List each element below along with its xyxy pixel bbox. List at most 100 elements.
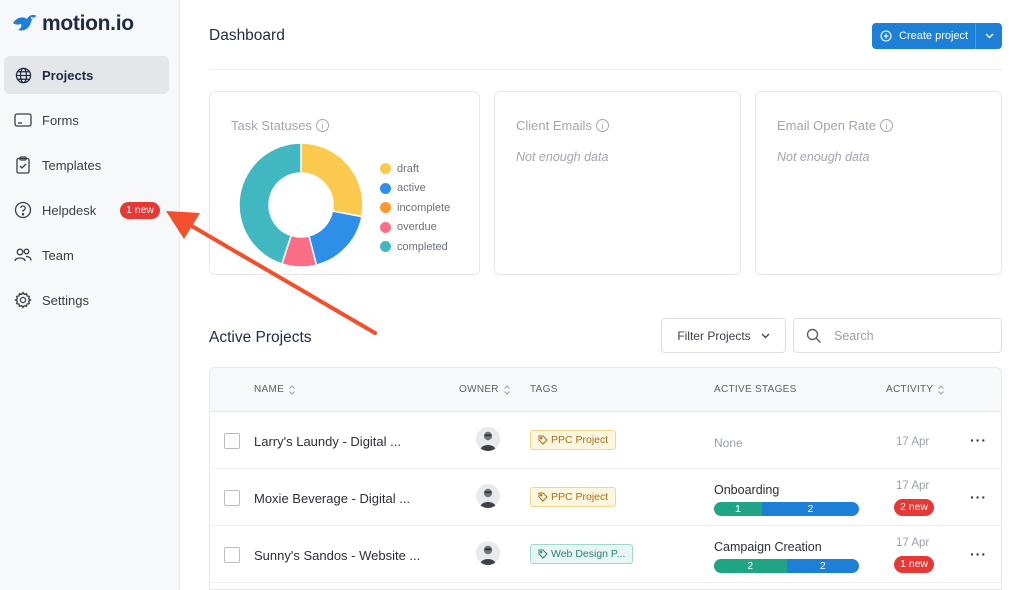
card-title-text: Client Emails: [516, 118, 592, 133]
sidebar-nav: Projects Forms Templates Helpdesk 1 new: [4, 56, 169, 326]
chevron-down-icon: [985, 33, 993, 39]
table-row[interactable]: Larry's Laundy - Digital ... PPC Project…: [210, 412, 1001, 469]
row-checkbox[interactable]: [224, 547, 240, 563]
sidebar-item-label: Templates: [42, 157, 102, 173]
column-label: ACTIVITY: [886, 384, 934, 395]
project-name[interactable]: Moxie Beverage - Digital ...: [254, 491, 411, 506]
info-icon[interactable]: i: [595, 119, 609, 132]
help-circle-icon: [14, 201, 32, 219]
avatar[interactable]: [476, 484, 500, 508]
project-tag[interactable]: PPC Project: [530, 487, 617, 507]
column-label: NAME: [254, 384, 285, 395]
column-label: OWNER: [459, 384, 499, 395]
task-status-donut-chart: [238, 142, 364, 268]
sort-icon: [938, 384, 945, 395]
stage-progress-bar[interactable]: 1 2: [714, 502, 859, 516]
tag-label: PPC Project: [551, 434, 609, 446]
more-options-icon[interactable]: ···: [970, 489, 987, 505]
search-input[interactable]: [834, 328, 984, 343]
table-row[interactable]: Sunny's Sandos - Website ... Web Design …: [210, 526, 1001, 583]
active-projects-title: Active Projects: [209, 329, 312, 346]
more-options-icon[interactable]: ···: [970, 546, 987, 562]
sidebar-item-forms[interactable]: Forms: [4, 101, 169, 139]
row-checkbox[interactable]: [224, 433, 240, 449]
legend-item-overdue[interactable]: overdue: [380, 218, 450, 238]
column-header-owner[interactable]: OWNER: [459, 384, 511, 395]
column-header-active-stages: ACTIVE STAGES: [714, 384, 797, 395]
tag-label: Web Design P...: [551, 548, 626, 560]
create-project-button[interactable]: Create project: [872, 23, 1002, 49]
table-row[interactable]: Moxie Beverage - Digital ... PPC Project…: [210, 469, 1001, 526]
activity-date: 17 Apr: [896, 537, 930, 549]
create-project-dropdown[interactable]: [976, 33, 1002, 39]
tag-icon: [538, 435, 548, 445]
motion-bird-icon: [13, 15, 37, 31]
chevron-down-icon: [761, 333, 770, 338]
column-header-activity[interactable]: ACTIVITY: [886, 384, 945, 395]
sidebar-item-label: Helpdesk: [42, 202, 97, 218]
create-project-main[interactable]: Create project: [872, 23, 976, 49]
legend-label: active: [397, 182, 426, 195]
active-stage-none: None: [714, 436, 743, 450]
sidebar-item-label: Forms: [42, 112, 79, 128]
more-options-icon[interactable]: ···: [970, 432, 987, 448]
row-checkbox[interactable]: [224, 490, 240, 506]
logo[interactable]: motion.io: [12, 10, 134, 38]
project-name[interactable]: Sunny's Sandos - Website ...: [254, 548, 421, 563]
project-name[interactable]: Larry's Laundy - Digital ...: [254, 434, 401, 449]
legend-item-active[interactable]: active: [380, 179, 450, 199]
activity-date: 17 Apr: [896, 436, 930, 448]
email-open-rate-card: Email Open Rate i Not enough data: [755, 91, 1002, 275]
activity-new-badge[interactable]: 1 new: [894, 556, 935, 573]
avatar[interactable]: [476, 427, 500, 451]
plus-circle-icon: [880, 30, 892, 42]
project-tag[interactable]: PPC Project: [530, 430, 617, 450]
legend-dot: [380, 202, 391, 214]
tag-icon: [538, 492, 548, 502]
column-label: ACTIVE STAGES: [714, 384, 797, 395]
client-emails-card: Client Emails i Not enough data: [494, 91, 741, 275]
sidebar-item-label: Settings: [42, 292, 89, 308]
legend-dot: [380, 221, 391, 233]
info-icon[interactable]: i: [880, 119, 893, 132]
no-data-text: Not enough data: [777, 150, 870, 164]
clipboard-icon: [14, 156, 32, 174]
stage-progress-bar[interactable]: 2 2: [714, 559, 859, 573]
activity-new-badge[interactable]: 2 new: [894, 499, 935, 516]
legend-item-incomplete[interactable]: incomplete: [380, 198, 450, 218]
legend-item-draft[interactable]: draft: [380, 159, 450, 179]
sidebar-item-templates[interactable]: Templates: [4, 146, 169, 184]
donut-slice-draft[interactable]: [300, 142, 364, 218]
sort-icon: [503, 384, 510, 395]
table-header: NAME OWNER TAGS ACTIVE STAGES ACTIVITY: [210, 368, 1001, 412]
activity-date: 17 Apr: [896, 480, 930, 492]
legend-dot: [380, 182, 391, 194]
sidebar-item-team[interactable]: Team: [4, 236, 169, 274]
sidebar-item-label: Team: [42, 247, 74, 263]
project-tag[interactable]: Web Design P...: [530, 544, 634, 564]
sidebar-item-settings[interactable]: Settings: [4, 281, 169, 319]
globe-icon: [14, 66, 32, 84]
column-header-tags: TAGS: [530, 384, 558, 395]
no-data-text: Not enough data: [516, 150, 609, 164]
column-header-name[interactable]: NAME: [254, 384, 296, 395]
search-icon: [806, 328, 821, 343]
task-statuses-card: Task Statuses i draft active incomplete ove…: [209, 91, 480, 275]
sidebar-item-projects[interactable]: Projects: [4, 56, 169, 94]
donut-slice-active[interactable]: [308, 210, 363, 266]
filter-projects-dropdown[interactable]: Filter Projects: [661, 318, 786, 353]
search-box[interactable]: [793, 318, 1002, 353]
tag-icon: [538, 549, 548, 559]
stage-segment-remaining: 2: [761, 502, 859, 516]
card-title: Client Emails i: [516, 118, 609, 133]
sidebar-item-helpdesk[interactable]: Helpdesk 1 new: [4, 191, 169, 229]
gear-icon: [14, 291, 32, 309]
column-label: TAGS: [530, 384, 558, 395]
avatar[interactable]: [476, 541, 500, 565]
chart-legend: draft active incomplete overdue completed: [380, 159, 450, 257]
stage-segment-remaining: 2: [786, 559, 859, 573]
info-icon[interactable]: i: [315, 119, 329, 132]
active-stage-name: Onboarding: [714, 483, 780, 497]
legend-item-completed[interactable]: completed: [380, 237, 450, 257]
